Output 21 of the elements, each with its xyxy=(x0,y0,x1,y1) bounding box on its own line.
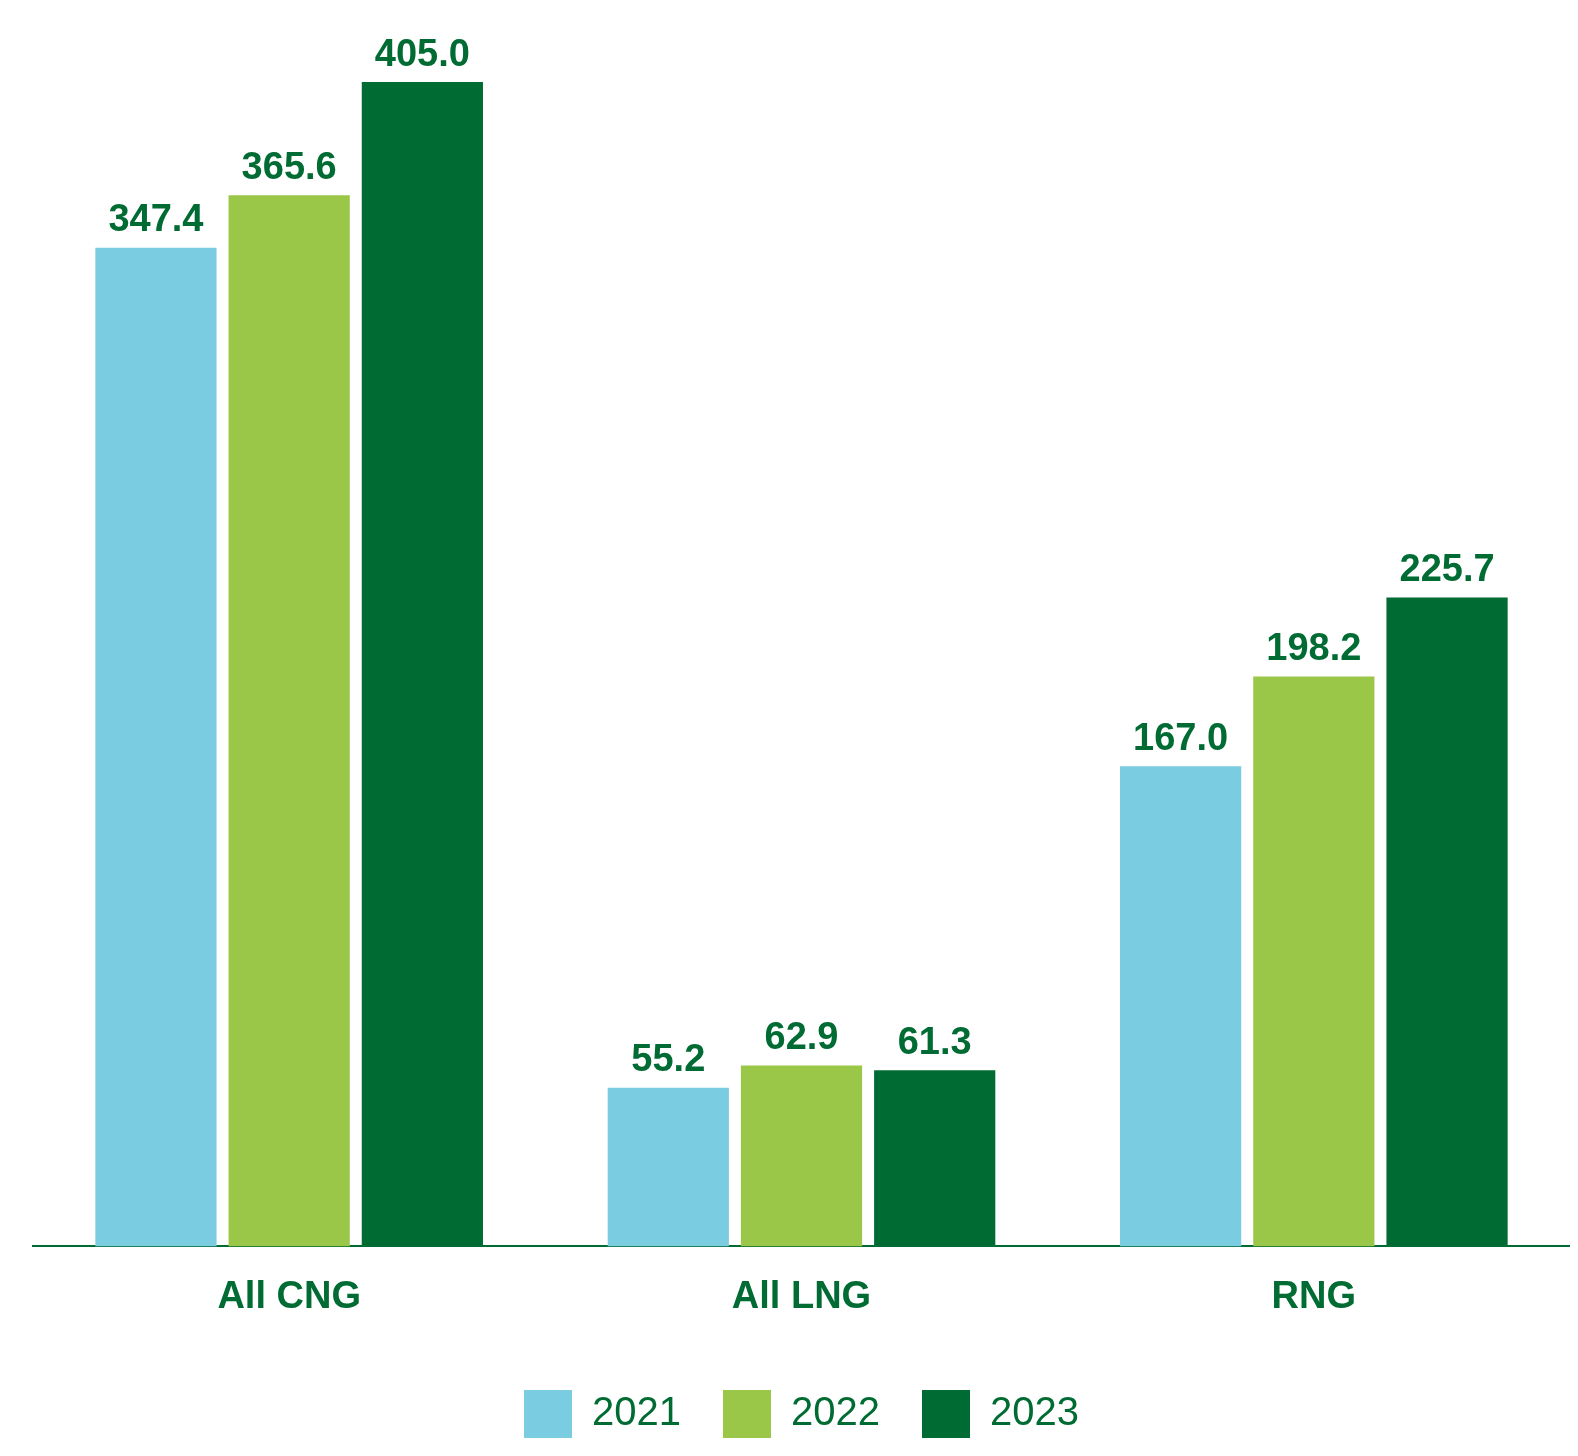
data-label: 365.6 xyxy=(241,144,337,187)
x-tick-label: All CNG xyxy=(217,1273,361,1316)
legend-label: 2021 xyxy=(592,1389,682,1434)
legend-label: 2023 xyxy=(989,1389,1079,1434)
bar xyxy=(1253,676,1375,1247)
bar xyxy=(607,1087,729,1247)
data-label: 55.2 xyxy=(631,1037,706,1080)
data-label: 61.3 xyxy=(897,1019,972,1062)
bar xyxy=(228,195,350,1247)
bar xyxy=(95,247,217,1247)
data-label: 62.9 xyxy=(764,1015,839,1058)
bar xyxy=(740,1065,863,1247)
data-label: 225.7 xyxy=(1399,547,1495,590)
data-label: 405.0 xyxy=(374,31,470,74)
data-label: 167.0 xyxy=(1133,715,1229,758)
data-label: 198.2 xyxy=(1266,626,1362,669)
x-tick-label: RNG xyxy=(1271,1273,1357,1316)
data-label: 347.4 xyxy=(108,197,204,240)
x-tick-label: All LNG xyxy=(731,1273,872,1316)
bar xyxy=(1120,766,1242,1247)
legend-label: 2022 xyxy=(791,1389,880,1434)
